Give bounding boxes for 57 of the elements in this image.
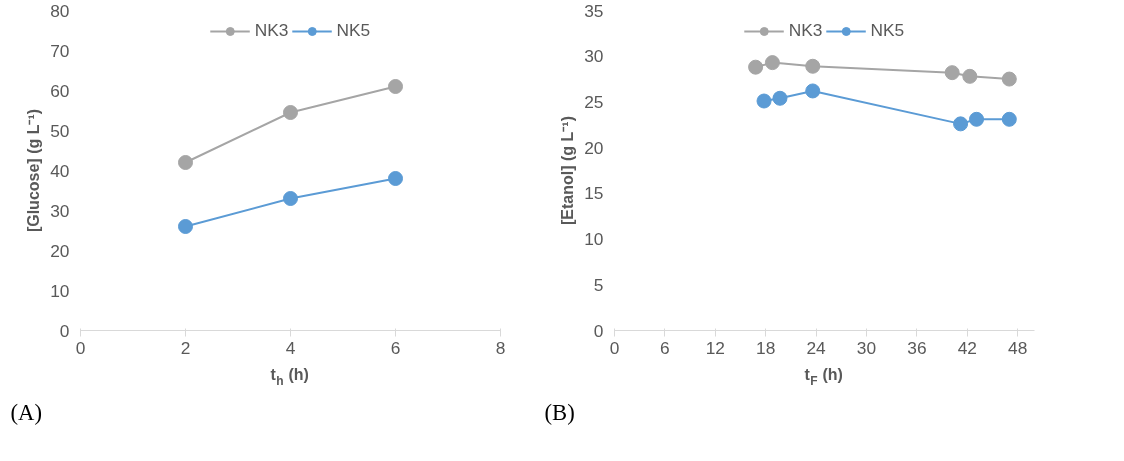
y-tick-label: 15 — [584, 183, 604, 204]
y-tick-label: 70 — [50, 40, 70, 61]
x-tick-label: 0 — [75, 337, 86, 358]
x-tick-label: 48 — [1008, 337, 1028, 358]
point — [805, 58, 821, 74]
point — [388, 171, 403, 186]
legend-label: NK5 — [336, 20, 371, 41]
point — [388, 79, 403, 94]
point — [962, 68, 978, 84]
y-tick-label: 0 — [59, 320, 70, 341]
point — [772, 90, 788, 106]
point — [748, 59, 764, 75]
point — [764, 55, 780, 71]
y-tick-label: 25 — [584, 91, 604, 112]
point — [805, 83, 821, 99]
x-tick-label: 0 — [609, 337, 620, 358]
y-tick-label: 40 — [50, 160, 70, 181]
y-tick-label: 30 — [584, 46, 604, 67]
point — [283, 105, 298, 120]
point — [953, 116, 969, 132]
legend-label: NK5 — [870, 20, 905, 41]
y-tick-label: 20 — [50, 240, 70, 261]
point — [178, 155, 193, 170]
x-tick-label: 42 — [957, 337, 977, 358]
y-tick-label: 50 — [50, 120, 70, 141]
y-tick-label: 5 — [593, 274, 604, 295]
x-tick-label: 30 — [856, 337, 877, 358]
point — [969, 111, 985, 127]
legend-label: NK3 — [788, 20, 823, 41]
y-tick-label: 80 — [50, 0, 70, 21]
point — [1001, 111, 1017, 127]
y-tick-label: 20 — [584, 137, 604, 158]
point — [178, 219, 193, 234]
y-tick-label: 0 — [593, 320, 604, 341]
point — [1001, 71, 1017, 87]
x-tick-label: 4 — [285, 337, 296, 358]
text: (A) — [10, 399, 42, 425]
text: (B) — [544, 399, 575, 425]
x-tick-label: 6 — [660, 337, 670, 358]
x-tick-label: 36 — [907, 337, 927, 358]
point — [283, 191, 298, 206]
legend-label: NK3 — [254, 20, 289, 41]
x-tick-label: 24 — [806, 337, 827, 358]
y-tick-label: 60 — [50, 80, 70, 101]
point — [756, 93, 772, 109]
point — [944, 65, 960, 81]
x-tick-label: 2 — [180, 337, 191, 358]
y-tick-label: 30 — [50, 200, 70, 221]
y-tick-label: 10 — [584, 229, 604, 250]
x-tick-label: 8 — [495, 337, 506, 358]
y-tick-label: 35 — [584, 0, 604, 21]
y-tick-label: 10 — [50, 280, 70, 301]
x-tick-label: 6 — [390, 337, 401, 358]
x-tick-label: 18 — [756, 337, 776, 358]
x-tick-label: 12 — [705, 337, 725, 358]
y-axis-title: [Etanol] (g L⁻¹) — [559, 116, 577, 225]
y-axis-title: [Glucose] (g L⁻¹) — [25, 108, 43, 233]
